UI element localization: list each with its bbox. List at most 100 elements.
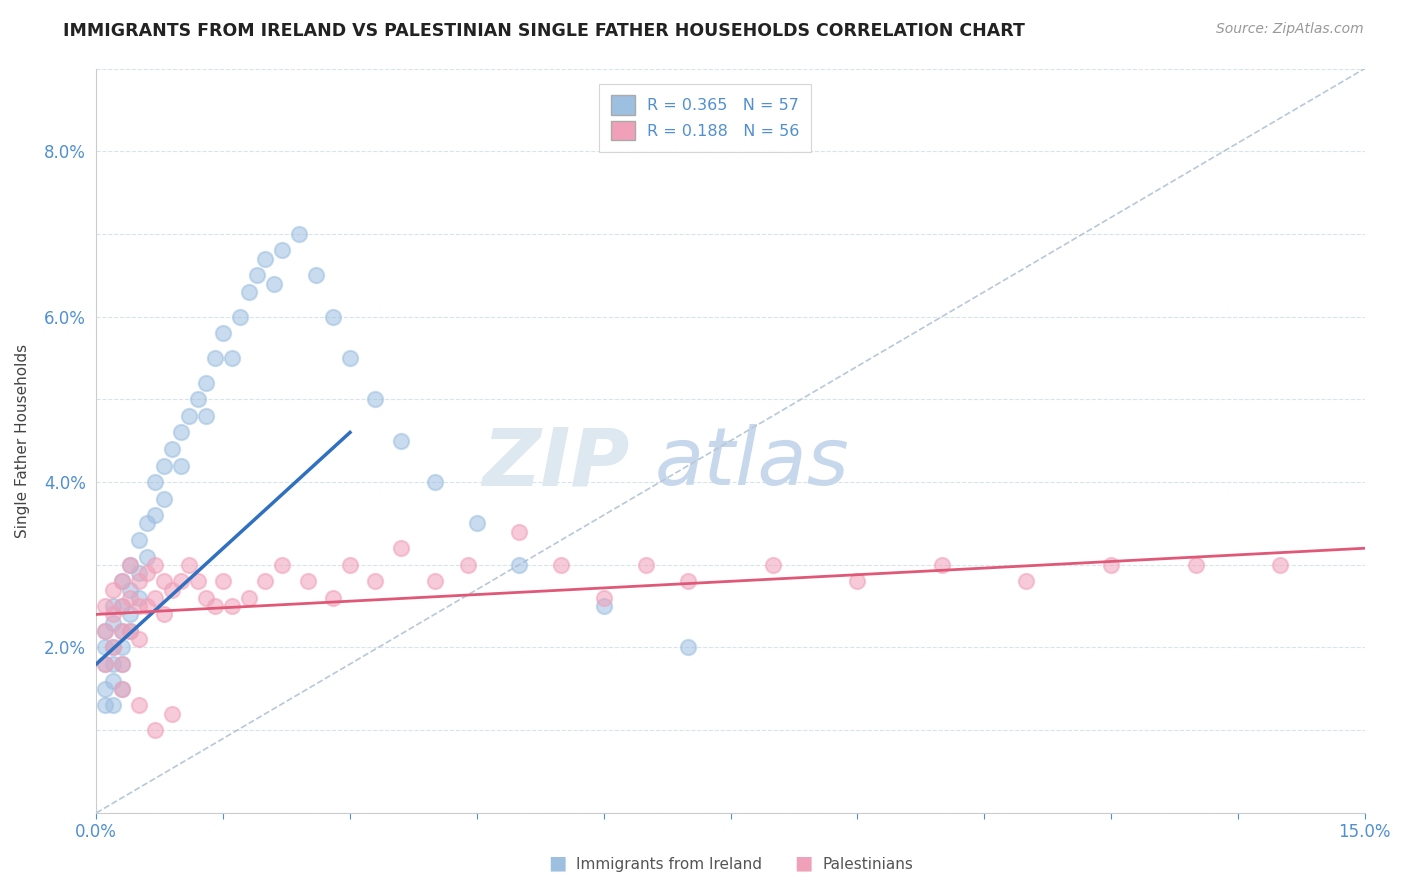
Point: [111, 657, 134, 671]
Point: [145, 475, 167, 489]
Point: [128, 599, 150, 614]
Point: [153, 607, 176, 622]
Point: [94, 657, 117, 671]
Point: [212, 326, 235, 341]
Point: [162, 706, 184, 721]
Point: [111, 574, 134, 589]
Point: [162, 442, 184, 456]
Point: [423, 574, 446, 589]
Point: [508, 558, 530, 572]
Point: [145, 723, 167, 738]
Point: [846, 574, 869, 589]
Point: [322, 310, 344, 324]
Point: [153, 458, 176, 473]
Point: [238, 285, 260, 299]
Point: [103, 640, 125, 655]
Point: [128, 632, 150, 647]
Text: Palestinians: Palestinians: [823, 857, 914, 872]
Point: [94, 681, 117, 696]
Point: [254, 574, 277, 589]
Y-axis label: Single Father Households: Single Father Households: [15, 343, 30, 538]
Point: [153, 574, 176, 589]
Point: [634, 558, 657, 572]
Point: [187, 392, 209, 407]
Point: [389, 541, 412, 556]
Point: [136, 516, 159, 531]
Point: [195, 409, 218, 423]
Point: [111, 657, 134, 671]
Point: [364, 574, 387, 589]
Point: [364, 392, 387, 407]
Point: [128, 533, 150, 547]
Point: [678, 640, 700, 655]
Point: [94, 624, 117, 638]
Point: [103, 698, 125, 713]
Point: [145, 558, 167, 572]
Point: [1015, 574, 1038, 589]
Text: IMMIGRANTS FROM IRELAND VS PALESTINIAN SINGLE FATHER HOUSEHOLDS CORRELATION CHAR: IMMIGRANTS FROM IRELAND VS PALESTINIAN S…: [63, 22, 1025, 40]
Point: [111, 624, 134, 638]
Text: ■: ■: [548, 854, 567, 872]
Point: [221, 599, 243, 614]
Point: [120, 558, 142, 572]
Point: [103, 582, 125, 597]
Point: [195, 591, 218, 605]
Text: Source: ZipAtlas.com: Source: ZipAtlas.com: [1216, 22, 1364, 37]
Point: [195, 376, 218, 390]
Point: [145, 591, 167, 605]
Point: [128, 566, 150, 580]
Text: ■: ■: [794, 854, 813, 872]
Point: [120, 558, 142, 572]
Point: [389, 434, 412, 448]
Point: [254, 252, 277, 266]
Point: [136, 549, 159, 564]
Point: [238, 591, 260, 605]
Point: [1270, 558, 1292, 572]
Point: [1099, 558, 1122, 572]
Point: [111, 599, 134, 614]
Point: [221, 351, 243, 365]
Point: [111, 681, 134, 696]
Legend: R = 0.365   N = 57, R = 0.188   N = 56: R = 0.365 N = 57, R = 0.188 N = 56: [599, 84, 811, 152]
Point: [103, 657, 125, 671]
Point: [423, 475, 446, 489]
Point: [179, 558, 201, 572]
Point: [120, 624, 142, 638]
Point: [170, 425, 193, 440]
Point: [111, 574, 134, 589]
Point: [103, 615, 125, 630]
Point: [153, 491, 176, 506]
Point: [179, 409, 201, 423]
Point: [1184, 558, 1206, 572]
Point: [263, 277, 285, 291]
Point: [288, 227, 311, 241]
Point: [246, 268, 269, 283]
Point: [678, 574, 700, 589]
Text: ZIP: ZIP: [482, 424, 628, 502]
Text: Immigrants from Ireland: Immigrants from Ireland: [576, 857, 762, 872]
Point: [162, 582, 184, 597]
Point: [271, 244, 294, 258]
Point: [94, 657, 117, 671]
Point: [94, 599, 117, 614]
Point: [111, 624, 134, 638]
Point: [120, 591, 142, 605]
Point: [204, 351, 226, 365]
Point: [94, 640, 117, 655]
Point: [128, 698, 150, 713]
Point: [94, 624, 117, 638]
Point: [170, 458, 193, 473]
Point: [508, 524, 530, 539]
Point: [339, 351, 361, 365]
Point: [103, 673, 125, 688]
Point: [229, 310, 252, 324]
Point: [94, 698, 117, 713]
Point: [145, 508, 167, 523]
Point: [297, 574, 319, 589]
Point: [339, 558, 361, 572]
Point: [120, 624, 142, 638]
Point: [457, 558, 479, 572]
Point: [204, 599, 226, 614]
Point: [111, 681, 134, 696]
Point: [592, 591, 614, 605]
